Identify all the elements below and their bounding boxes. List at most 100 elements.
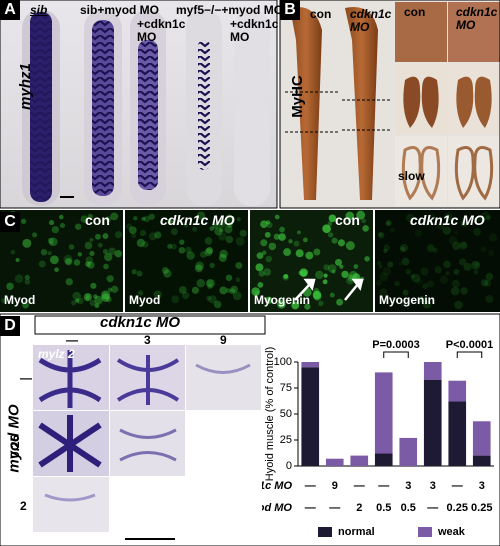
bar-segment xyxy=(374,453,393,466)
cell xyxy=(59,222,66,229)
cell xyxy=(68,244,75,250)
cell xyxy=(24,279,31,285)
cell xyxy=(232,291,242,301)
cell xyxy=(104,252,113,262)
cell xyxy=(389,227,395,233)
cell xyxy=(460,287,468,295)
y-tick-label: 75 xyxy=(280,382,292,394)
cell xyxy=(94,303,100,308)
cell xyxy=(195,261,204,271)
cell xyxy=(181,291,190,300)
cell xyxy=(85,256,93,264)
cell xyxy=(209,226,215,231)
cell xyxy=(454,300,463,310)
cell xyxy=(230,285,238,293)
condition-label: con xyxy=(404,5,426,19)
cell xyxy=(63,254,73,264)
cell xyxy=(133,215,138,221)
bar-segment xyxy=(374,372,393,454)
cell xyxy=(87,261,95,269)
condition-label: con xyxy=(85,212,110,228)
cell xyxy=(77,297,84,305)
note: slow xyxy=(398,169,425,183)
legend-swatch xyxy=(318,527,332,537)
cell xyxy=(167,243,173,249)
hyoid-images xyxy=(33,345,261,532)
cell xyxy=(170,228,178,236)
cell xyxy=(73,259,81,266)
condition-label: myf5−/−+myod MO xyxy=(176,3,284,17)
y-tick-label: 0 xyxy=(286,460,292,472)
dose: 3 xyxy=(405,480,411,492)
cell xyxy=(473,227,481,236)
condition-label: cdkn1c MO xyxy=(410,212,485,228)
p-value: P<0.0001 xyxy=(446,340,493,351)
cell xyxy=(458,241,467,251)
cell xyxy=(387,261,394,268)
dose: — xyxy=(378,480,389,492)
cell xyxy=(186,251,195,260)
cell xyxy=(305,251,314,260)
column-label: — xyxy=(66,333,78,347)
cell xyxy=(89,250,95,257)
cell xyxy=(295,249,304,258)
cell xyxy=(334,258,343,266)
y-tick-label: 25 xyxy=(280,434,292,446)
dose: — xyxy=(305,480,316,492)
bar-segment xyxy=(472,421,491,456)
cell xyxy=(386,221,391,226)
column-label: 9 xyxy=(220,333,227,347)
cell xyxy=(422,300,432,309)
cell xyxy=(260,220,268,228)
dose: 0.5 xyxy=(376,502,391,514)
cell xyxy=(401,257,410,266)
stain-label: Myogenin xyxy=(254,293,310,307)
cell xyxy=(304,303,311,310)
cell xyxy=(126,223,133,230)
cell xyxy=(322,279,328,285)
cell xyxy=(102,248,109,255)
cell xyxy=(353,264,359,269)
cell xyxy=(274,214,280,220)
cell xyxy=(385,220,392,227)
condition-label: cdkn1c MO xyxy=(160,212,235,228)
cell xyxy=(85,261,91,267)
cell xyxy=(480,246,487,253)
condition-label: cdkn1c MO xyxy=(456,5,498,32)
cell xyxy=(378,264,383,269)
cell xyxy=(377,232,383,237)
cell xyxy=(477,216,483,222)
cell xyxy=(48,237,58,247)
cell xyxy=(382,267,392,276)
cell xyxy=(460,219,468,227)
cell xyxy=(485,294,494,303)
cell xyxy=(376,279,383,286)
cell xyxy=(256,252,264,260)
cell xyxy=(224,225,233,234)
cell xyxy=(22,301,30,309)
cell xyxy=(405,268,412,275)
cell xyxy=(473,269,479,275)
cell xyxy=(474,262,480,267)
scale-bar xyxy=(60,196,74,198)
dose: 2 xyxy=(356,502,362,514)
cell xyxy=(235,236,245,246)
row-label: 0.25 xyxy=(8,434,23,459)
cell xyxy=(192,226,198,232)
cell xyxy=(148,232,157,241)
cell xyxy=(141,216,146,221)
panel-border xyxy=(279,0,500,209)
cell xyxy=(136,270,143,277)
cell xyxy=(283,248,291,257)
row-label: — xyxy=(20,371,32,385)
bar-segment xyxy=(423,362,442,380)
bar-segment xyxy=(472,455,491,466)
cell xyxy=(443,260,451,269)
cell xyxy=(394,280,400,287)
cell xyxy=(258,270,265,277)
cell xyxy=(442,226,452,235)
cell xyxy=(288,239,293,244)
cell xyxy=(426,280,434,288)
cell xyxy=(322,224,331,234)
